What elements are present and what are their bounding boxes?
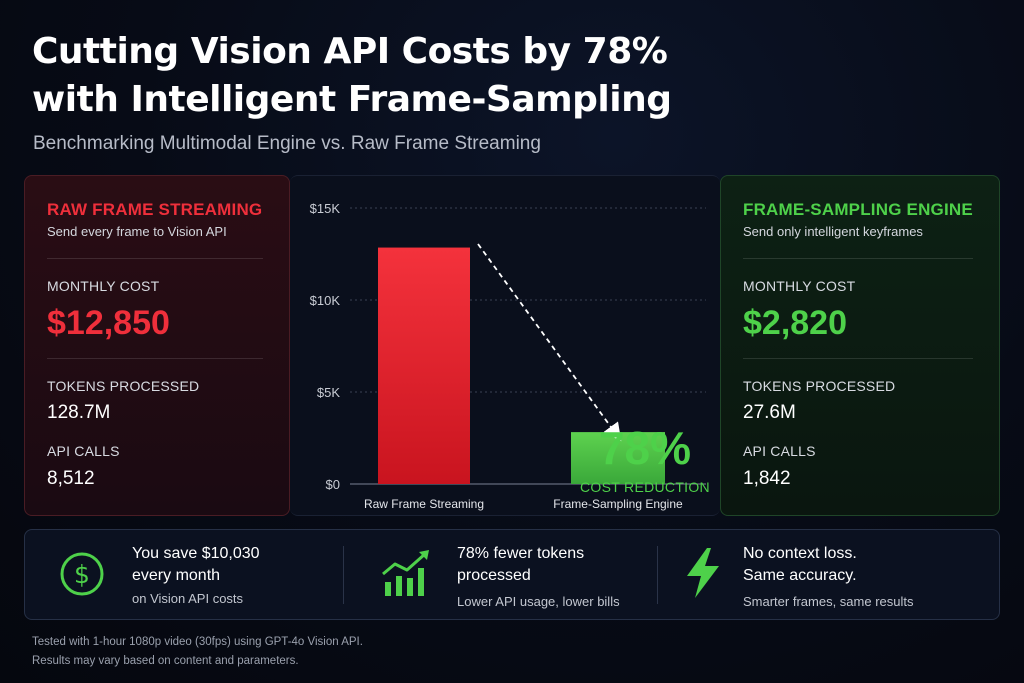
api-calls-label: API CALLS: [47, 443, 120, 459]
divider: [743, 358, 973, 359]
raw-streaming-heading: RAW FRAME STREAMING: [47, 200, 263, 219]
title-line-2: with Intelligent Frame-Sampling: [32, 79, 672, 120]
footnote-line-1: Tested with 1-hour 1080p video (30fps) u…: [32, 636, 363, 648]
cost-chart-panel: $0 $5K $10K $15K Raw Frame Streaming Frame-S…: [290, 175, 720, 516]
reduction-arrow: [477, 243, 622, 442]
tokens-processed-value: 128.7M: [47, 402, 111, 423]
divider: [47, 258, 263, 259]
frame-sampling-panel: FRAME-SAMPLING ENGINE Send only intellig…: [720, 175, 1000, 516]
page-title: Cutting Vision API Costs by 78% with Int…: [32, 28, 792, 124]
savings-title: You save $10,030 every month: [132, 545, 260, 584]
frame-sampling-description: Send only intelligent keyframes: [743, 224, 923, 239]
tokens-processed-label: TOKENS PROCESSED: [47, 378, 200, 394]
reduction-percent: 78%: [598, 422, 692, 474]
page-subtitle: Benchmarking Multimodal Engine vs. Raw F…: [33, 133, 541, 154]
accuracy-benefit-title: No context loss. Same accuracy.: [743, 545, 857, 584]
raw-streaming-description: Send every frame to Vision API: [47, 224, 227, 239]
frame-sampling-heading: FRAME-SAMPLING ENGINE: [743, 200, 973, 219]
monthly-cost-value: $2,820: [743, 304, 847, 342]
tokens-processed-label: TOKENS PROCESSED: [743, 378, 896, 394]
footnote-line-2: Results may vary based on content and pa…: [32, 655, 299, 667]
divider: [657, 546, 658, 604]
reduction-label: COST REDUCTION: [580, 479, 710, 495]
tokens-benefit-subtitle: Lower API usage, lower bills: [457, 594, 620, 609]
bar-raw-frame-streaming: [378, 247, 470, 484]
y-tick-label: $15K: [310, 201, 341, 216]
x-category-label: Frame-Sampling Engine: [553, 497, 683, 511]
growth-chart-icon: [382, 550, 429, 596]
y-tick-label: $5K: [317, 385, 340, 400]
svg-text:$: $: [74, 560, 90, 589]
divider: [343, 546, 344, 604]
cost-bar-chart: $0 $5K $10K $15K Raw Frame Streaming Frame-S…: [310, 201, 706, 511]
title-line-1: Cutting Vision API Costs by 78%: [32, 31, 668, 72]
y-tick-label: $0: [326, 477, 340, 492]
accuracy-benefit-subtitle: Smarter frames, same results: [743, 594, 914, 609]
monthly-cost-label: MONTHLY COST: [47, 278, 160, 294]
monthly-cost-value: $12,850: [47, 304, 170, 342]
dollar-circle-icon: $: [60, 552, 104, 596]
lightning-icon: [687, 548, 719, 598]
savings-subtitle: on Vision API costs: [132, 591, 244, 606]
api-calls-label: API CALLS: [743, 443, 816, 459]
tokens-benefit-title: 78% fewer tokens processed: [457, 545, 585, 584]
api-calls-value: 1,842: [743, 468, 791, 489]
monthly-cost-label: MONTHLY COST: [743, 278, 856, 294]
raw-streaming-panel: RAW FRAME STREAMING Send every frame to …: [24, 175, 290, 516]
tokens-processed-value: 27.6M: [743, 402, 796, 423]
x-category-label: Raw Frame Streaming: [364, 497, 484, 511]
api-calls-value: 8,512: [47, 468, 95, 489]
benefits-bar: $ You save $10,030 every month on Vision…: [24, 529, 1000, 620]
y-tick-label: $10K: [310, 293, 341, 308]
divider: [743, 258, 973, 259]
divider: [47, 358, 263, 359]
